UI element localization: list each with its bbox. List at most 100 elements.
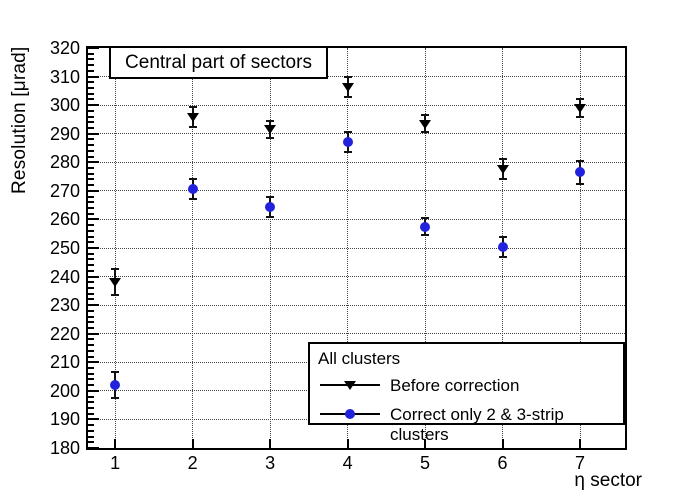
y-tick — [88, 212, 94, 215]
y-tick — [88, 298, 94, 301]
y-tick — [88, 47, 99, 49]
y-tick-label: 220 — [49, 323, 80, 344]
y-tick — [88, 115, 94, 118]
y-tick — [88, 167, 94, 169]
data-point-triangle — [496, 165, 509, 175]
gridline — [88, 76, 625, 78]
gridline — [88, 218, 625, 220]
y-tick — [88, 64, 94, 67]
y-tick — [88, 407, 94, 409]
data-point-triangle — [186, 112, 199, 122]
y-tick — [88, 332, 99, 335]
y-tick — [88, 372, 94, 375]
x-tick-label: 6 — [497, 453, 508, 473]
y-tick — [88, 104, 99, 107]
y-tick-label: 290 — [49, 123, 80, 144]
gridline — [88, 190, 625, 192]
y-tick — [88, 304, 99, 307]
y-tick-label: 210 — [49, 352, 80, 373]
y-tick — [88, 384, 94, 387]
y-tick — [88, 258, 94, 261]
error-bar-cap — [266, 137, 275, 139]
y-tick — [88, 252, 94, 255]
y-tick — [88, 195, 94, 198]
gridline — [88, 161, 625, 163]
error-bar-cap — [576, 98, 585, 101]
x-axis-title: η sector — [574, 470, 642, 491]
gridline — [88, 133, 625, 135]
data-point-circle — [187, 184, 198, 195]
y-tick — [88, 69, 94, 72]
error-bar-cap — [111, 294, 120, 297]
gridline — [88, 276, 625, 278]
y-tick — [88, 87, 94, 89]
error-bar-cap — [266, 119, 275, 122]
error-bar-cap — [266, 215, 275, 218]
y-tick — [88, 292, 94, 295]
error-bar-cap — [188, 125, 197, 128]
y-tick — [88, 132, 99, 135]
y-tick — [88, 52, 94, 55]
x-tick-label: 1 — [110, 453, 121, 473]
x-tick-label: 3 — [265, 453, 276, 473]
error-bar-cap — [576, 159, 585, 162]
y-tick — [88, 401, 94, 404]
error-bar-cap — [343, 95, 352, 98]
gridline — [88, 104, 625, 106]
y-tick — [88, 75, 99, 78]
legend-label-series1: Before correction — [390, 376, 520, 395]
y-tick — [88, 149, 94, 152]
data-point-circle — [265, 201, 276, 212]
y-tick — [88, 412, 94, 415]
error-bar-cap — [343, 75, 352, 78]
y-tick — [88, 395, 94, 398]
chart-title-box: Central part of sectors — [109, 46, 328, 79]
y-tick — [88, 367, 94, 369]
y-tick — [88, 127, 94, 129]
y-tick — [88, 241, 94, 244]
y-tick — [88, 247, 99, 249]
y-tick — [88, 155, 94, 158]
y-tick — [88, 361, 99, 364]
y-tick — [88, 378, 94, 381]
y-tick-label: 310 — [49, 66, 80, 87]
error-bar-cap — [498, 158, 507, 161]
plot-frame — [86, 46, 627, 450]
gridline — [88, 304, 625, 306]
data-point-circle — [420, 221, 431, 232]
y-tick — [88, 327, 94, 329]
gridline — [347, 48, 349, 448]
error-bar-cap — [111, 371, 120, 374]
gridline — [88, 247, 625, 249]
error-bar-cap — [421, 131, 430, 134]
y-tick — [88, 389, 99, 392]
y-tick — [88, 287, 94, 289]
error-bar-cap — [188, 178, 197, 181]
y-tick — [88, 172, 94, 175]
gridline — [269, 48, 271, 448]
y-tick — [88, 98, 94, 101]
y-tick — [88, 184, 94, 187]
y-tick — [88, 201, 94, 204]
y-tick — [88, 178, 94, 181]
data-point-triangle — [264, 125, 277, 135]
error-bar-cap — [498, 178, 507, 181]
y-tick — [88, 355, 94, 358]
x-tick-label: 2 — [187, 453, 198, 473]
y-tick-label: 230 — [49, 295, 80, 316]
data-point-circle — [110, 380, 121, 391]
y-tick — [88, 218, 99, 221]
gridline — [114, 48, 116, 448]
error-bar-cap — [266, 195, 275, 198]
y-tick — [88, 264, 94, 267]
circle-marker-icon — [345, 409, 355, 419]
y-tick — [88, 189, 99, 192]
x-tick-label: 5 — [420, 453, 431, 473]
data-point-triangle — [341, 82, 354, 92]
x-tick — [346, 439, 349, 448]
y-tick — [88, 424, 94, 427]
y-tick — [88, 235, 94, 238]
y-tick — [88, 315, 94, 318]
data-point-circle — [497, 241, 508, 252]
error-bar-cap — [343, 131, 352, 134]
